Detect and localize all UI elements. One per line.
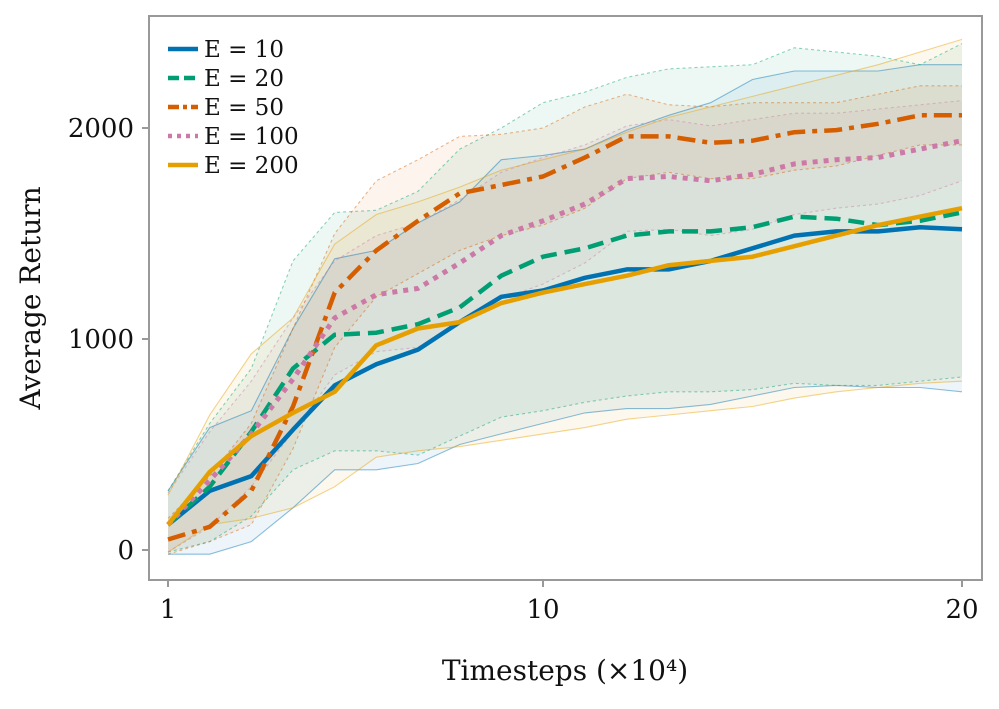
legend-label-e-20: E = 20 (204, 66, 284, 92)
band-upper-e-200 (167, 38, 963, 496)
legend: E = 10 E = 20 E = 50 E = 100 E = 200 (168, 37, 299, 179)
band-upper-e-20 (167, 43, 963, 492)
legend-label-e-200: E = 200 (204, 153, 299, 179)
x-tick-label: 10 (526, 595, 559, 625)
x-tick-label: 20 (945, 595, 978, 625)
line-e-100 (166, 138, 963, 527)
band-e-20 (168, 43, 962, 553)
y-tick-label: 2000 (68, 114, 134, 144)
band-lower-e-200 (167, 380, 963, 553)
band-lower-e-20 (167, 376, 963, 553)
band-upper-e-100 (167, 100, 963, 494)
plot-background (149, 16, 982, 580)
x-axis-ticks: 1 10 20 (160, 580, 979, 625)
x-axis-label: Timesteps (×10⁴) (442, 654, 688, 687)
band-e-100 (168, 100, 962, 553)
y-tick-label: 0 (117, 536, 134, 566)
plot-frame (148, 15, 983, 581)
band-upper-e-50 (167, 85, 962, 519)
line-e-50 (167, 113, 962, 542)
line-e-10 (166, 224, 963, 527)
band-e-10 (168, 64, 962, 555)
band-upper-e-10 (167, 64, 962, 492)
y-axis-label: Average Return (14, 186, 47, 410)
y-tick-label: 1000 (68, 325, 134, 355)
legend-label-e-50: E = 50 (204, 95, 284, 121)
band-lower-e-50 (167, 144, 962, 555)
line-e-200 (166, 205, 963, 527)
band-e-200 (168, 39, 962, 553)
legend-label-e-100: E = 100 (204, 124, 299, 150)
line-e-20 (166, 210, 963, 527)
series-lines (166, 113, 963, 542)
x-tick-label: 1 (160, 595, 177, 625)
confidence-band-edges (167, 38, 963, 555)
y-axis-ticks: 0 1000 2000 (68, 114, 149, 566)
legend-label-e-10: E = 10 (204, 37, 284, 63)
confidence-bands (168, 39, 962, 555)
band-lower-e-10 (168, 384, 963, 555)
band-e-50 (168, 85, 962, 555)
